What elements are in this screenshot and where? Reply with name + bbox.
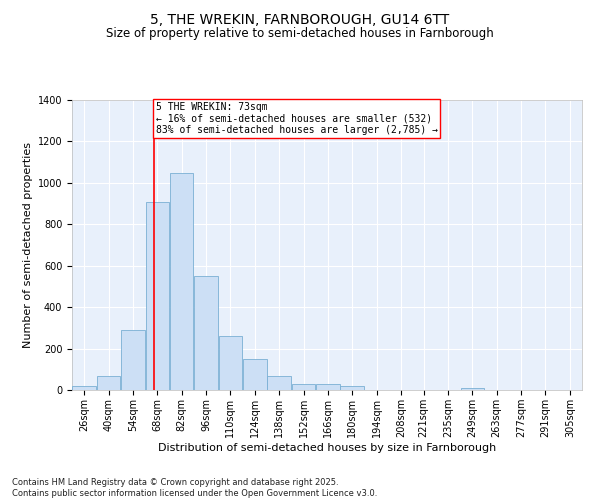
Bar [97, 376, 121, 390]
Text: 5 THE WREKIN: 73sqm
← 16% of semi-detached houses are smaller (532)
83% of semi-: 5 THE WREKIN: 73sqm ← 16% of semi-detach… [155, 102, 437, 136]
Bar [268, 376, 291, 390]
Bar [292, 384, 315, 390]
Bar [170, 172, 193, 390]
Bar [218, 336, 242, 390]
Bar [146, 202, 169, 390]
X-axis label: Distribution of semi-detached houses by size in Farnborough: Distribution of semi-detached houses by … [158, 442, 496, 452]
Bar [243, 359, 266, 390]
Text: 5, THE WREKIN, FARNBOROUGH, GU14 6TT: 5, THE WREKIN, FARNBOROUGH, GU14 6TT [151, 12, 449, 26]
Text: Contains HM Land Registry data © Crown copyright and database right 2025.
Contai: Contains HM Land Registry data © Crown c… [12, 478, 377, 498]
Bar [194, 276, 218, 390]
Bar [73, 386, 96, 390]
Bar [340, 386, 364, 390]
Text: Size of property relative to semi-detached houses in Farnborough: Size of property relative to semi-detach… [106, 28, 494, 40]
Bar [121, 330, 145, 390]
Bar [461, 388, 484, 390]
Bar [316, 384, 340, 390]
Y-axis label: Number of semi-detached properties: Number of semi-detached properties [23, 142, 34, 348]
